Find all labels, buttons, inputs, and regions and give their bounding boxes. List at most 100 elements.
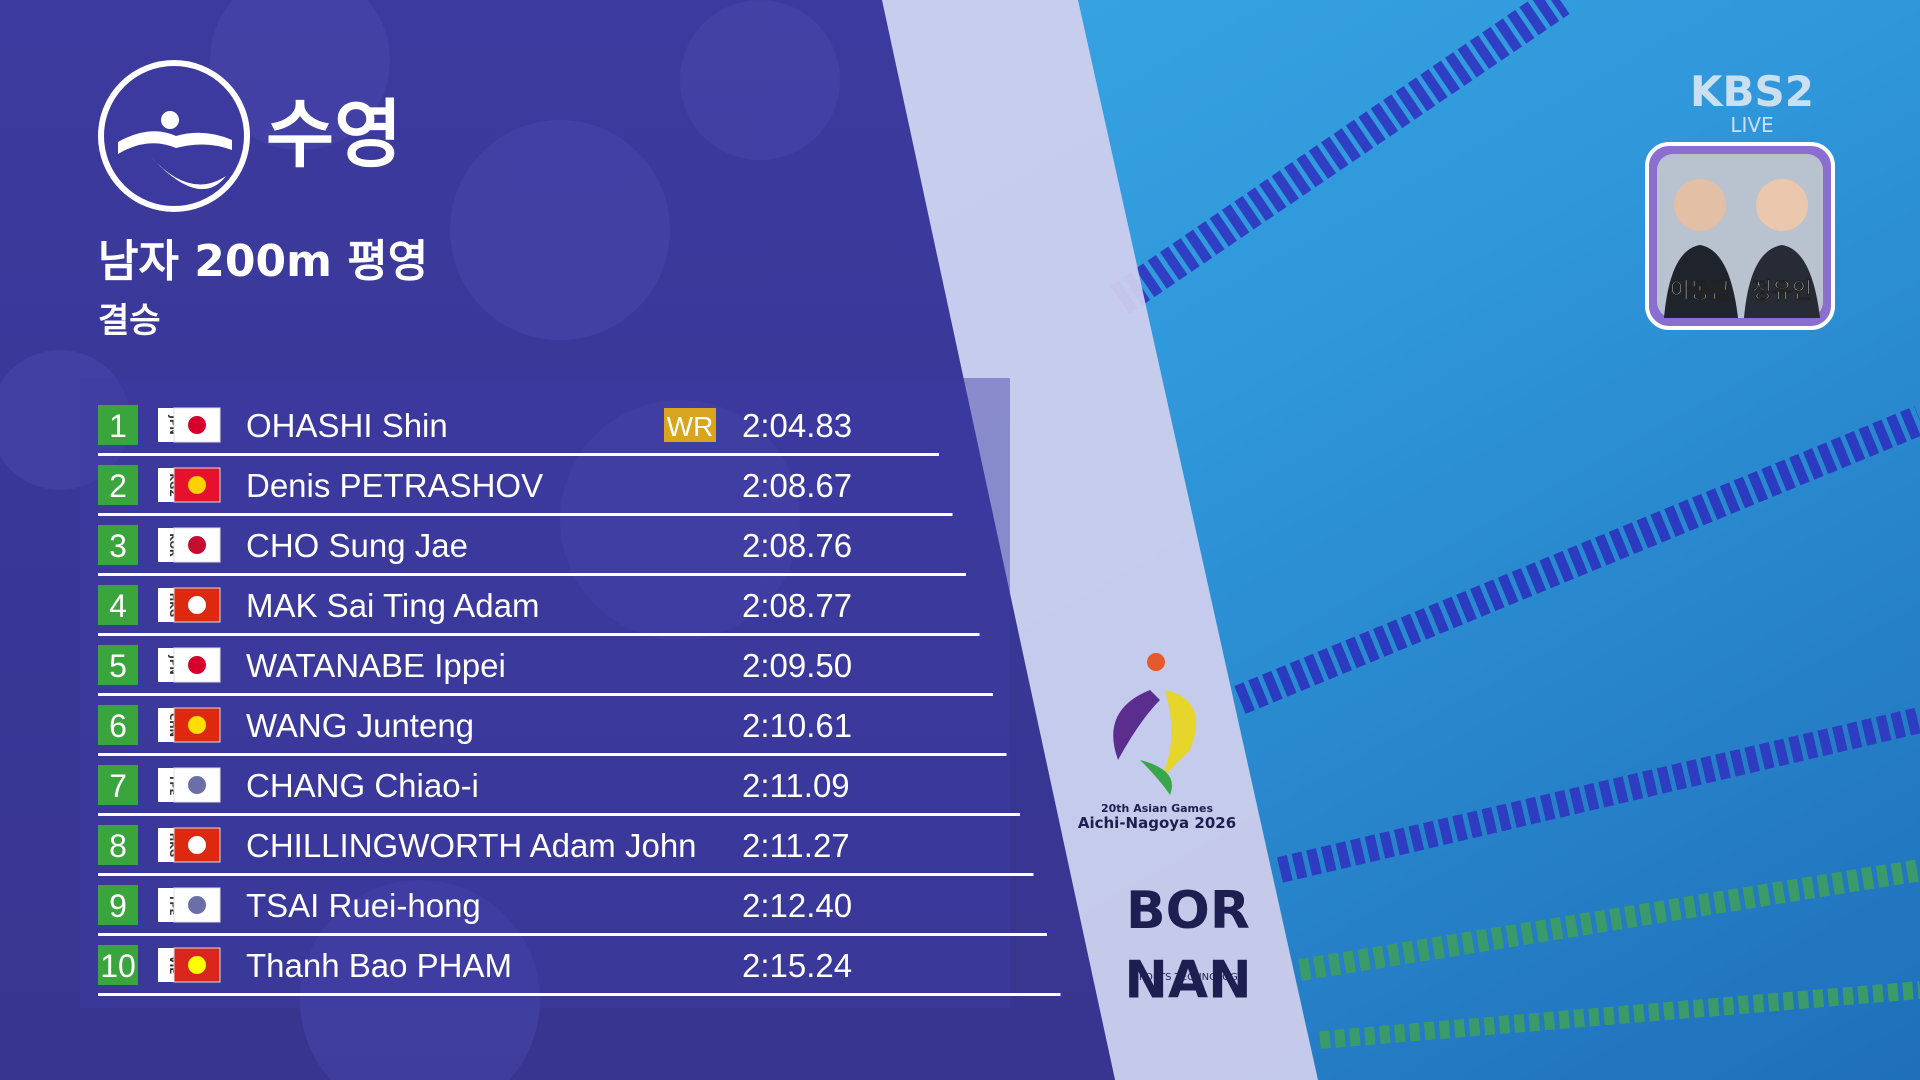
rank: 1 [109,408,127,444]
row-divider [98,873,1034,876]
country-code: CHN [167,713,178,737]
athlete-name: CHO Sung Jae [246,527,468,564]
rank-box [98,525,138,565]
results-table: 1 JPN OHASHI Shin WR 2:04.83 2 KGZ Denis PETRAS… [98,405,1061,996]
country-code: JPN [167,654,178,674]
finish-time: 2:08.67 [742,467,852,504]
rank-box [98,885,138,925]
rank-box [98,585,138,625]
row-divider [98,573,966,576]
finish-time: 2:09.50 [742,647,852,684]
lane-ropes [1110,0,1920,1049]
finish-time: 2:10.61 [742,707,852,744]
row-divider [98,933,1047,936]
rank-box [98,945,138,985]
rank: 6 [109,708,127,744]
athlete-name: TSAI Ruei-hong [246,887,481,924]
swimmer-glyph [118,131,232,190]
rank: 4 [109,588,127,624]
finish-time: 2:04.83 [742,407,852,444]
country-code-box [158,408,174,442]
flag-emblem [188,416,206,434]
row-divider [98,453,939,456]
flag [173,947,221,983]
round-label: 결승 [98,301,161,341]
light-stripe [880,0,1318,1080]
commentator-name: 정유인 [1752,279,1813,304]
result-row: 7 TPE CHANG Chiao-i 2:11.09 [98,765,1020,816]
result-row: 6 CHN WANG Junteng 2:10.61 [98,705,1007,756]
rank: 5 [109,648,127,684]
finish-time: 2:11.09 [742,767,850,804]
country-code-box [158,828,174,862]
row-divider [98,693,993,696]
row-divider [98,633,980,636]
country-code-box [158,768,174,802]
athlete-name: MAK Sai Ting Adam [246,587,539,624]
athlete-name: WATANABE Ippei [246,647,506,684]
athlete-name: OHASHI Shin [246,407,448,444]
country-code-box [158,708,174,742]
swimmer-head [161,111,179,129]
result-row: 5 JPN WATANABE Ippei 2:09.50 [98,645,993,696]
country-code: KGZ [167,473,178,496]
flag-emblem [188,836,206,854]
live-label: LIVE [1730,113,1773,137]
rank: 7 [109,768,127,804]
finish-time: 2:08.77 [742,587,852,624]
sponsor-line2: NAN [1124,951,1251,1011]
country-code: HKG [167,833,178,857]
result-row: 3 KOR CHO Sung Jae 2:08.76 [98,525,966,576]
sponsor-line3: SPORTS TECHNOLOGY [1133,972,1245,983]
country-code: HKG [167,593,178,617]
row-divider [98,513,953,516]
country-code: TPE [167,775,178,796]
country-code: JPN [167,414,178,434]
event-title: 남자 200m 평영 [98,236,428,287]
rank-box [98,825,138,865]
rank-box [98,765,138,805]
rank-box [98,405,138,445]
flag-emblem [188,896,206,914]
finish-time: 2:12.40 [742,887,852,924]
games-logo: 20th Asian Games Aichi-Nagoya 2026 [1078,653,1236,832]
rank-box [98,465,138,505]
result-row: 2 KGZ Denis PETRASHOV 2:08.67 [98,465,953,516]
result-row: 8 HKG CHILLINGWORTH Adam John 2:11.27 [98,825,1034,876]
sponsor-line1: BOR [1126,881,1250,941]
channel-logo: KBS2 [1690,67,1814,116]
rank: 8 [109,828,127,864]
result-row: 10 VIE Thanh Bao PHAM 2:15.24 [98,945,1061,996]
country-code-box [158,648,174,682]
result-row: 9 TPE TSAI Ruei-hong 2:12.40 [98,885,1047,936]
finish-time: 2:11.27 [742,827,850,864]
athlete-name: WANG Junteng [246,707,474,744]
rank: 3 [109,528,127,564]
games-logo-line2: Aichi-Nagoya 2026 [1078,814,1236,832]
row-divider [98,753,1007,756]
result-row: 4 HKG MAK Sai Ting Adam 2:08.77 [98,585,980,636]
flag-emblem [188,956,206,974]
country-code-box [158,888,174,922]
country-code: KOR [167,533,178,557]
record-label: WR [667,411,714,442]
athlete-name: CHANG Chiao-i [246,767,479,804]
commentator-name: 이동근 [1670,279,1731,304]
finish-time: 2:08.76 [742,527,852,564]
country-code-box [158,588,174,622]
country-code-box [158,948,174,982]
row-divider [98,813,1020,816]
background-pattern [0,0,840,1080]
flag-emblem [188,536,206,554]
games-logo-line1: 20th Asian Games [1101,802,1214,815]
flag-emblem [188,776,206,794]
commentator-figures [1664,179,1820,318]
sport-title: 수영 [266,92,402,178]
flag-emblem [188,656,206,674]
rank: 10 [100,948,136,984]
flag-emblem [188,476,206,494]
rank: 2 [109,468,127,504]
finish-time: 2:15.24 [742,947,852,984]
